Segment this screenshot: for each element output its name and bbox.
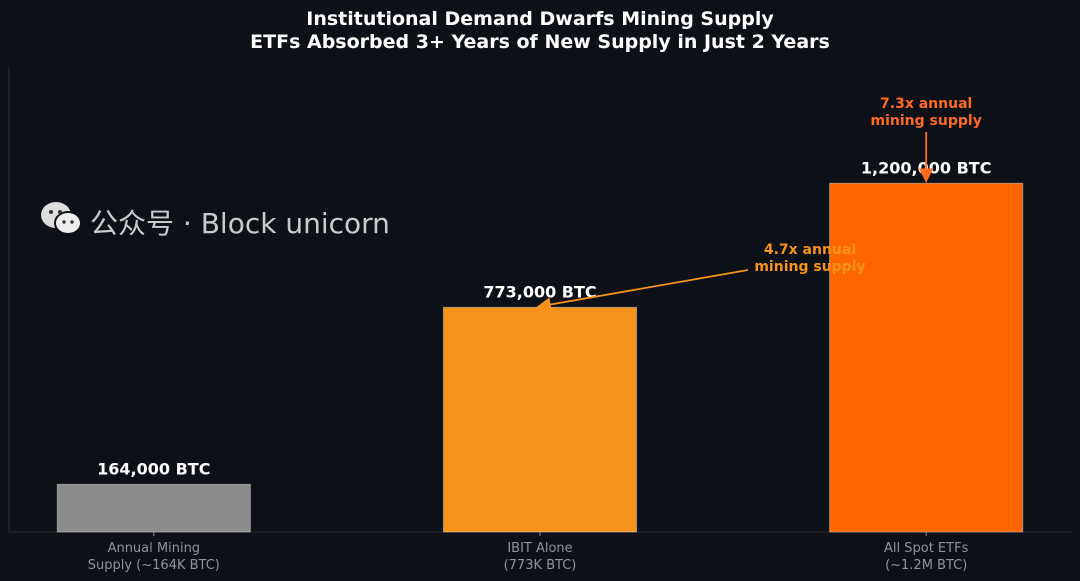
watermark: 公众号 · Block unicorn bbox=[40, 200, 390, 243]
bar bbox=[56, 483, 251, 533]
chart-title: Institutional Demand Dwarfs Mining Suppl… bbox=[306, 8, 774, 30]
x-tick-label: Supply (~164K BTC) bbox=[88, 558, 220, 573]
bar bbox=[442, 306, 638, 533]
bar bbox=[829, 182, 1024, 533]
annotation-arrow bbox=[536, 269, 749, 312]
x-tick-label: Annual Mining bbox=[108, 541, 201, 556]
annotation-text: 4.7x annual bbox=[764, 242, 856, 258]
x-tick-label: All Spot ETFs bbox=[884, 541, 969, 556]
annotation-text: mining supply bbox=[871, 113, 982, 129]
x-tick-label: IBIT Alone bbox=[507, 541, 572, 556]
value-label: 164,000 BTC bbox=[97, 459, 210, 478]
chart-subtitle: ETFs Absorbed 3+ Years of New Supply in … bbox=[250, 31, 830, 53]
annotation-text: mining supply bbox=[754, 259, 865, 275]
annotation-text: 7.3x annual bbox=[880, 96, 972, 112]
watermark-text: 公众号 · Block unicorn bbox=[90, 206, 390, 240]
x-tick-label: (773K BTC) bbox=[504, 558, 577, 573]
value-label: 773,000 BTC bbox=[483, 282, 596, 301]
x-tick-label: (~1.2M BTC) bbox=[885, 558, 967, 573]
wechat-icon bbox=[40, 200, 82, 243]
